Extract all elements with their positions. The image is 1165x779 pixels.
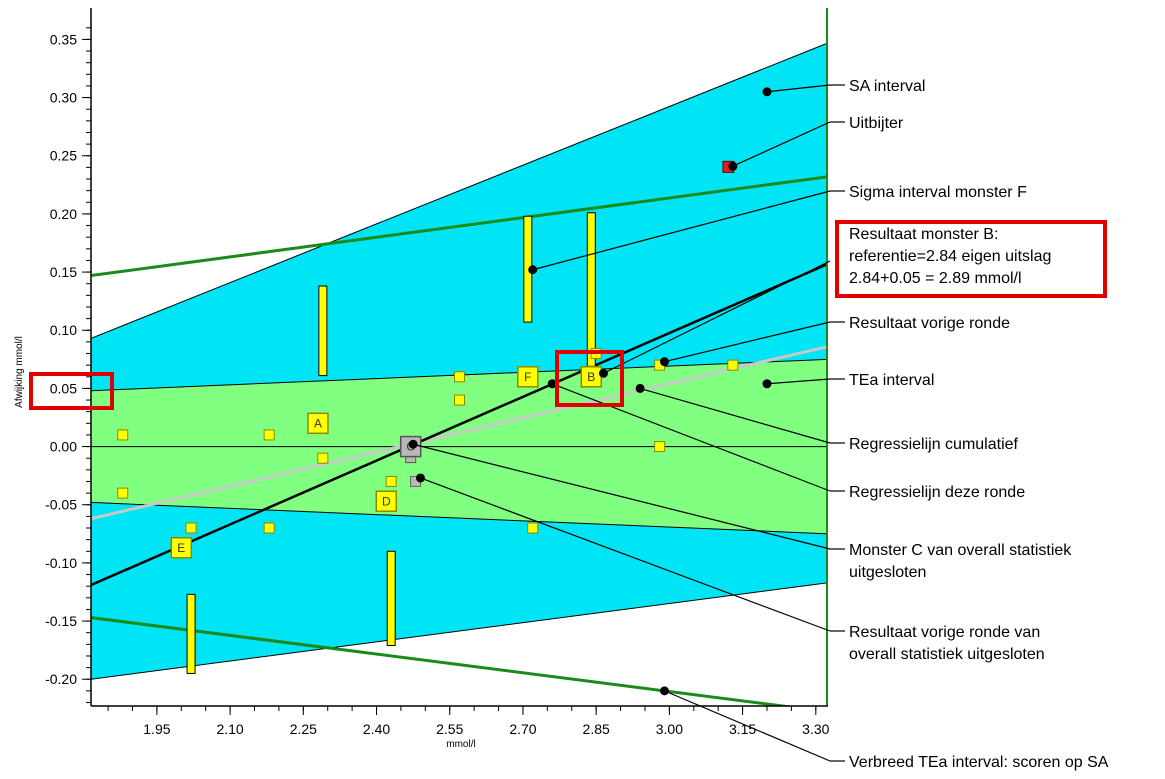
x-tick-label: 2.55 (436, 721, 463, 737)
sample-point-label: E (177, 541, 185, 555)
previous-result-point (117, 429, 129, 441)
y-tick-label: 0.25 (50, 148, 77, 164)
previous-result-point (263, 522, 275, 534)
previous-result-point (654, 441, 666, 453)
previous-result-point (263, 429, 275, 441)
previous-result-point (454, 371, 465, 383)
annotation-dot (528, 265, 538, 275)
annotation-leader-line (600, 260, 831, 375)
annotation-dot (408, 439, 418, 449)
sigma-bar (186, 593, 196, 674)
sample-point-label: F (524, 370, 531, 384)
x-tick-label: 2.10 (216, 721, 243, 737)
annotation-label: Monster C van overall statistiek (849, 542, 1072, 559)
highlight-box-y-tick (29, 372, 114, 410)
x-tick-label: 3.00 (656, 721, 683, 737)
y-tick-label: 0.30 (50, 90, 77, 106)
previous-result-point (385, 475, 397, 487)
previous-result-point (117, 487, 129, 499)
y-axis-title: Afwijking mmol/l (14, 336, 25, 408)
y-tick-label: 0.35 (50, 31, 77, 47)
annotation-label: Resultaat monster B: (849, 226, 998, 243)
annotation-leader-line (412, 443, 831, 550)
annotation-label: SA interval (849, 78, 925, 95)
y-tick-label: -0.10 (45, 555, 77, 571)
annotation-dot (415, 473, 425, 483)
annotation-label: 2.84+0.05 = 2.89 mmol/l (849, 270, 1022, 287)
sample-point (517, 366, 539, 388)
annotation-dot (728, 161, 738, 171)
annotation-dot (659, 357, 669, 367)
annotation-dot (635, 383, 645, 393)
annotation-leader-line (732, 121, 831, 167)
sa-interval-band (91, 42, 828, 680)
annotation-label: uitgesloten (849, 564, 926, 581)
highlight-box-sample-b (555, 350, 624, 407)
x-tick-label: 2.25 (290, 721, 317, 737)
y-tick-label: -0.20 (45, 671, 77, 687)
annotation-dot (659, 686, 669, 696)
annotation-label: TEa interval (849, 372, 934, 389)
previous-result-point (317, 452, 329, 464)
sample-point (170, 537, 193, 559)
annotation-label: Regressielijn deze ronde (849, 484, 1025, 501)
x-tick-label: 2.40 (363, 721, 390, 737)
plot-area: ABCDEF (91, 42, 828, 706)
y-tick-label: -0.05 (45, 497, 77, 513)
regression-line-cumulative (91, 345, 828, 521)
previous-result-point (185, 522, 197, 534)
annotation-dot (598, 368, 608, 378)
annotation-label: Uitbijter (849, 115, 904, 132)
annotation-leader-line (552, 383, 831, 492)
sigma-bar (318, 285, 328, 377)
previous-result-point (527, 522, 539, 534)
sample-point (307, 412, 329, 435)
annotation-label: Sigma interval monster F (849, 184, 1027, 201)
annotation-dot (762, 87, 772, 97)
annotation-label: Verbreed TEa interval: scoren op SA (849, 754, 1109, 771)
y-tick-label: -0.15 (45, 613, 77, 629)
x-tick-label: 1.95 (143, 721, 170, 737)
y-tick-label: 0.05 (50, 380, 77, 396)
annotation-label: referentie=2.84 eigen uitslag (849, 248, 1051, 265)
sample-point (375, 490, 398, 513)
x-axis-title: mmol/l (446, 739, 475, 750)
sigma-bar (386, 550, 396, 647)
y-tick-label: 0.20 (50, 206, 77, 222)
annotation-label: Regressielijn cumulatief (849, 436, 1019, 453)
x-tick-label: 2.70 (509, 721, 536, 737)
sigma-interval-upper-line (91, 175, 828, 278)
annotation-dot (547, 379, 557, 389)
annotation-leader-line (532, 190, 831, 271)
y-tick-label: 0.00 (50, 439, 77, 455)
x-tick-label: 3.15 (729, 721, 756, 737)
y-axis: 0.35 0.30 0.25 0.20 0.15 0.10 0.05 0.00 -0.05 -0.… (45, 8, 92, 706)
sample-point-label: D (382, 494, 391, 508)
annotation-leader-line (766, 378, 831, 385)
annotation-leader-line (639, 387, 831, 444)
annotation-leader-line (664, 690, 831, 762)
annotation-label: Resultaat vorige ronde van (849, 624, 1040, 641)
annotation-label: Resultaat vorige ronde (849, 315, 1010, 332)
annotation-leader-line (766, 84, 831, 93)
annotation-label: overall statistiek uitgesloten (849, 646, 1045, 663)
x-axis: 1.95 2.10 2.25 2.40 2.55 2.70 2.85 3.00 3.15 3.30 (91, 705, 830, 737)
annotation-leader-line (420, 477, 831, 632)
regression-line-this-round (91, 262, 828, 587)
sigma-interval-lower-line (91, 616, 795, 706)
y-tick-label: 0.15 (50, 264, 77, 280)
highlight-box-annotation-b (835, 220, 1107, 298)
sigma-bar (586, 212, 596, 367)
annotation-leader-line (664, 321, 831, 363)
annotation-dot (762, 379, 772, 389)
previous-result-point (454, 394, 465, 406)
y-tick-label: 0.10 (50, 322, 77, 338)
x-tick-label: 3.30 (802, 721, 829, 737)
previous-result-point (727, 359, 739, 371)
x-tick-label: 2.85 (583, 721, 610, 737)
annotations: SA interval Uitbijter Sigma interval monst… (29, 78, 1109, 771)
sample-point-label: B (587, 370, 595, 384)
sample-point-label: A (314, 416, 322, 430)
